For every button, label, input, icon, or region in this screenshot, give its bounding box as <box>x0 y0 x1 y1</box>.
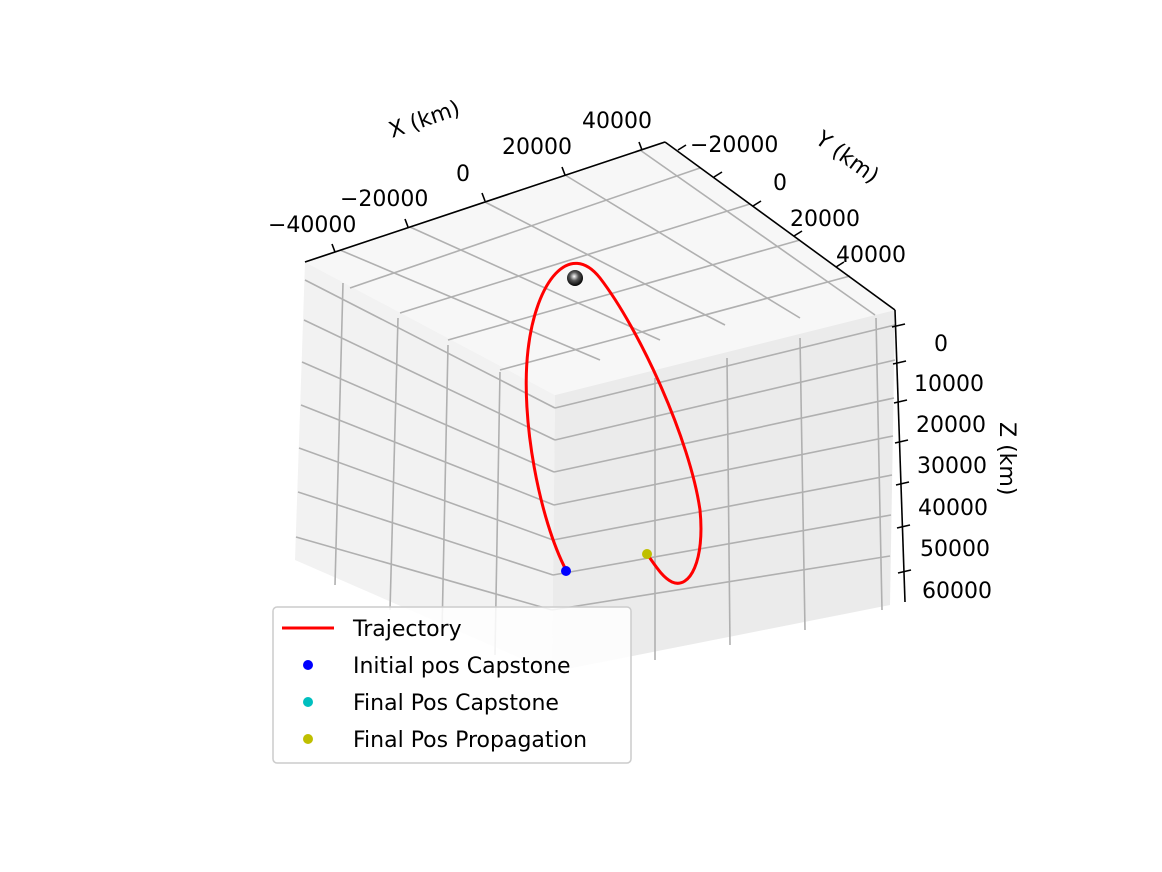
z-tick-mark <box>892 360 907 365</box>
z-tick-label: 20000 <box>916 413 986 438</box>
central-body <box>567 270 583 286</box>
y-tick-mark <box>835 261 845 268</box>
legend-label-trajectory: Trajectory <box>352 617 462 642</box>
axis-lines <box>304 141 906 603</box>
z-tick-mark <box>895 481 910 486</box>
x-axis-label: X (km) <box>386 96 464 144</box>
legend-label-final-propagation: Final Pos Propagation <box>353 728 587 753</box>
plot-data <box>524 261 703 585</box>
z-axis-line <box>894 309 906 603</box>
legend-final-propagation-swatch <box>303 734 313 744</box>
x-tick-label: −20000 <box>340 187 428 212</box>
y-axis-line <box>664 141 896 311</box>
z-tick-label: 40000 <box>918 496 988 521</box>
x-tick-label: 20000 <box>502 135 572 160</box>
x-axis-line <box>304 141 666 263</box>
y-tick-label: 20000 <box>790 207 860 232</box>
y-tick-mark <box>752 200 762 207</box>
z-tick-mark <box>891 323 906 328</box>
y-axis-label: Y (km) <box>810 126 884 189</box>
x-tick-mark <box>331 243 336 253</box>
z-axis-label: Z (km) <box>994 422 1019 495</box>
z-tick-label: 50000 <box>920 537 990 562</box>
z-tick-mark <box>896 524 911 529</box>
x-tick-label: 40000 <box>582 109 652 134</box>
y-tick-mark <box>793 230 803 237</box>
initial-pos-capstone-point <box>561 566 571 576</box>
legend-label-final-capstone: Final Pos Capstone <box>353 691 559 716</box>
x-tick-mark <box>404 218 409 228</box>
left-pane <box>295 262 555 672</box>
legend: Trajectory Initial pos Capstone Final Po… <box>272 606 632 764</box>
y-tick-label: −20000 <box>690 133 778 158</box>
z-tick-mark <box>893 399 908 404</box>
z-tick-label: 30000 <box>917 454 987 479</box>
z-axis: 0 10000 20000 30000 40000 50000 60000 Z … <box>891 323 1019 604</box>
x-tick-mark <box>638 141 643 151</box>
y-tick-mark <box>677 144 687 151</box>
x-tick-mark <box>481 192 486 202</box>
legend-label-initial-pos: Initial pos Capstone <box>353 654 571 679</box>
final-pos-propagation-point <box>642 549 652 559</box>
legend-final-capstone-swatch <box>303 697 313 707</box>
z-tick-label: 60000 <box>922 579 992 604</box>
trajectory-line <box>524 261 703 585</box>
y-tick-label: 40000 <box>836 243 906 268</box>
y-tick-mark <box>713 171 723 178</box>
legend-box <box>272 606 632 764</box>
z-tick-label: 10000 <box>914 372 984 397</box>
legend-initial-pos-swatch <box>303 660 313 670</box>
x-tick-label: 0 <box>456 162 470 187</box>
z-tick-label: 0 <box>934 332 948 357</box>
z-tick-mark <box>897 569 912 574</box>
z-tick-mark <box>894 439 909 444</box>
y-tick-label: 0 <box>773 171 787 196</box>
x-tick-mark <box>561 166 566 176</box>
right-pane <box>552 310 895 672</box>
x-tick-label: −40000 <box>268 213 356 238</box>
